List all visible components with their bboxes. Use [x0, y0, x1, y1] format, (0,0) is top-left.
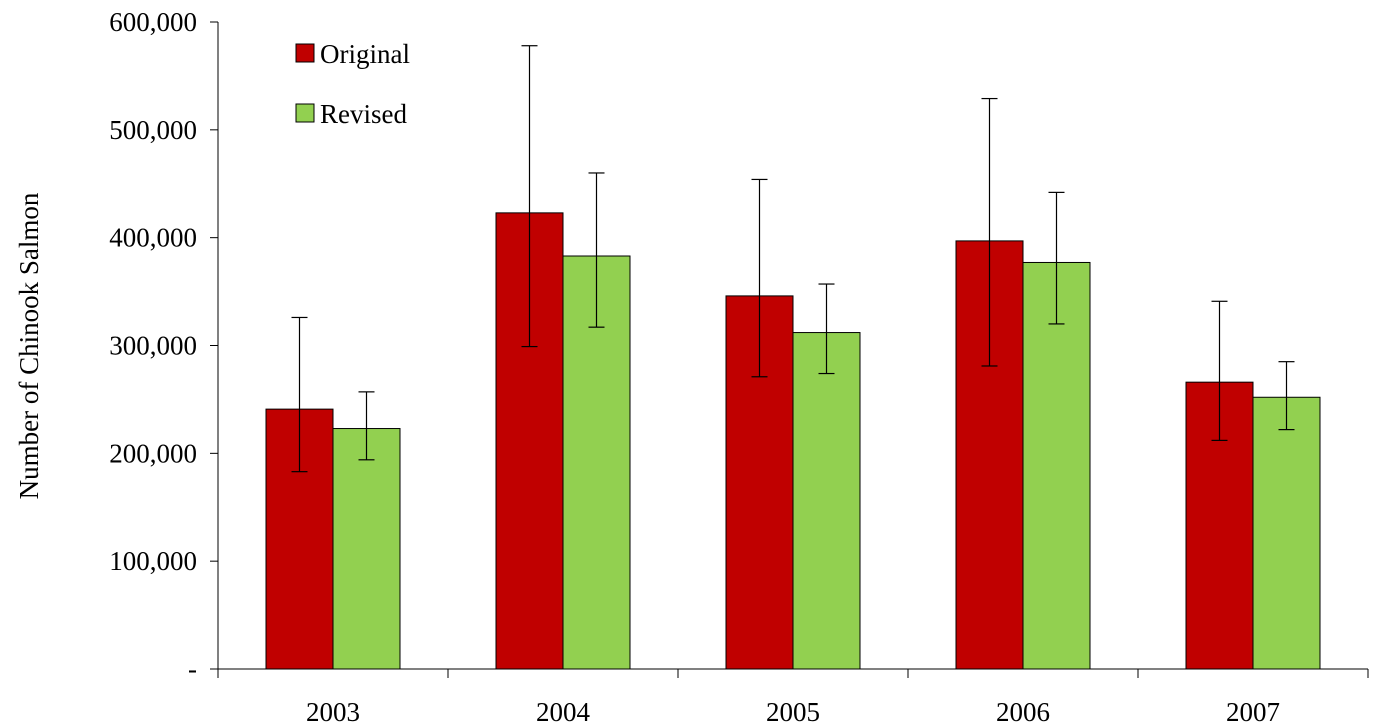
y-tick-label: 600,000 [109, 7, 197, 37]
legend-swatch-original [295, 43, 315, 63]
y-tick-label: - [188, 654, 197, 684]
x-tick-label: 2005 [766, 697, 820, 726]
bar-revised-2005 [792, 332, 861, 670]
x-tick-label: 2003 [306, 697, 360, 726]
legend-swatch-revised [295, 103, 315, 123]
legend-label-revised: Revised [320, 99, 407, 129]
y-axis-title: Number of Chinook Salmon [14, 192, 44, 499]
x-tick-label: 2007 [1226, 697, 1280, 726]
legend-label-original: Original [320, 39, 410, 69]
y-tick-label: 500,000 [109, 115, 197, 145]
x-tick-label: 2006 [996, 697, 1050, 726]
y-axis: - 100,000 200,000 300,000 400,000 500,000 600,… [109, 7, 219, 684]
x-tick-label: 2004 [536, 697, 591, 726]
y-tick-label: 400,000 [109, 223, 197, 253]
y-tick-label: 200,000 [109, 438, 197, 468]
bar-revised-2006 [1022, 261, 1091, 670]
y-tick-label: 300,000 [109, 331, 197, 361]
legend: Original Revised [295, 39, 410, 129]
bar-revised-2003 [332, 428, 401, 670]
bar-revised-2007 [1252, 396, 1321, 670]
y-tick-label: 100,000 [109, 546, 197, 576]
bars [265, 45, 1321, 670]
x-axis: 2003 2004 2005 2006 2007 [217, 668, 1369, 726]
